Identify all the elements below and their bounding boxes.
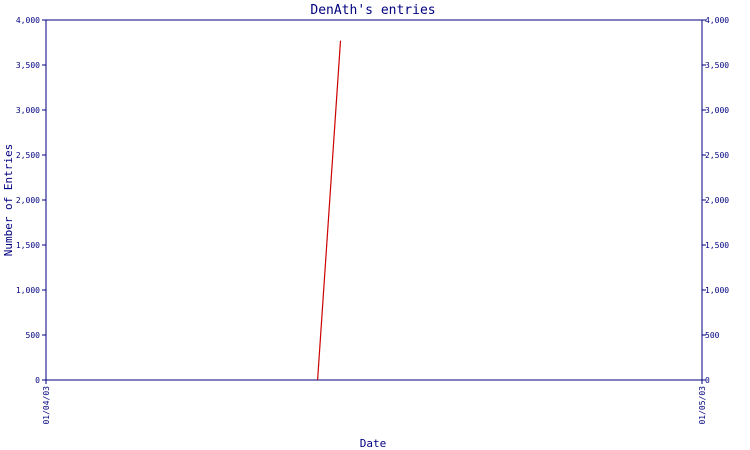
y-tick-label-right: 1,500: [705, 241, 729, 250]
y-tick-label-right: 3,000: [705, 106, 729, 115]
y-tick-label-right: 4,000: [705, 16, 729, 25]
y-tick-label-left: 500: [26, 331, 41, 340]
chart-title: DenAth's entries: [310, 3, 435, 18]
y-tick-label-left: 1,500: [16, 241, 40, 250]
left-y-axis: 0 500 1,000 1,500 2,000 2,500 3,000 3,500 4,000: [16, 16, 46, 385]
x-axis-title: Date: [360, 437, 387, 450]
y-tick-label-left: 3,500: [16, 61, 40, 70]
y-tick-label-right: 2,000: [705, 196, 729, 205]
y-axis-title: Number of Entries: [2, 144, 15, 257]
series-line: [317, 40, 342, 381]
series-layer: [317, 40, 342, 381]
x-tick-label: 01/04/03: [42, 386, 51, 425]
right-y-axis: 0 500 1,000 1,500 2,000 2,500 3,000 3,500 4,000: [702, 16, 729, 385]
y-tick-label-left: 3,000: [16, 106, 40, 115]
y-tick-label-right: 3,500: [705, 61, 729, 70]
y-tick-label-right: 1,000: [705, 286, 729, 295]
y-tick-label-left: 2,500: [16, 151, 40, 160]
y-tick-label-left: 1,000: [16, 286, 40, 295]
x-axis: 01/04/03 01/05/03: [42, 380, 707, 425]
y-tick-label-right: 0: [705, 376, 710, 385]
x-tick-label: 01/05/03: [698, 386, 707, 425]
y-tick-label-left: 2,000: [16, 196, 40, 205]
y-tick-label-right: 500: [705, 331, 720, 340]
y-tick-label-left: 0: [35, 376, 40, 385]
y-tick-label-right: 2,500: [705, 151, 729, 160]
y-tick-label-left: 4,000: [16, 16, 40, 25]
